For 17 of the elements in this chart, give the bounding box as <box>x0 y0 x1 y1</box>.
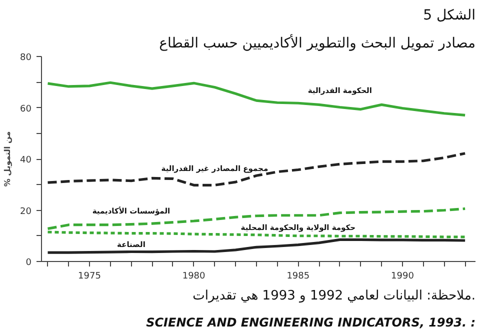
text: ملاحظة: البيانات لعامي 1992 و 1993 هي تقديرات. <box>192 288 476 304</box>
y-tick-label: 60 <box>20 104 32 114</box>
line-series <box>46 81 466 116</box>
x-tick-label: 1980 <box>182 272 206 282</box>
chart-title: الشكل 5 <box>423 8 476 24</box>
y-tick-label: 80 <box>20 53 32 63</box>
y-tick-label: 40 <box>20 156 32 166</box>
text: SCIENCE AND ENGINEERING INDICATORS, 1993. : <box>146 316 476 330</box>
line-series <box>46 238 466 254</box>
x-tick-label: 1985 <box>286 272 310 282</box>
y-axis-title: % من التمويل <box>3 131 12 187</box>
chart-subtitle: مصادر تمويل البحث والتطوير الأكاديميين حسب القطاع <box>159 34 476 52</box>
y-tick-label: 20 <box>20 206 32 217</box>
x-tick-label: 1975 <box>78 272 101 282</box>
y-tick-label: 0 <box>26 258 32 268</box>
x-tick-label: 1990 <box>391 272 414 282</box>
line-series <box>46 152 466 186</box>
